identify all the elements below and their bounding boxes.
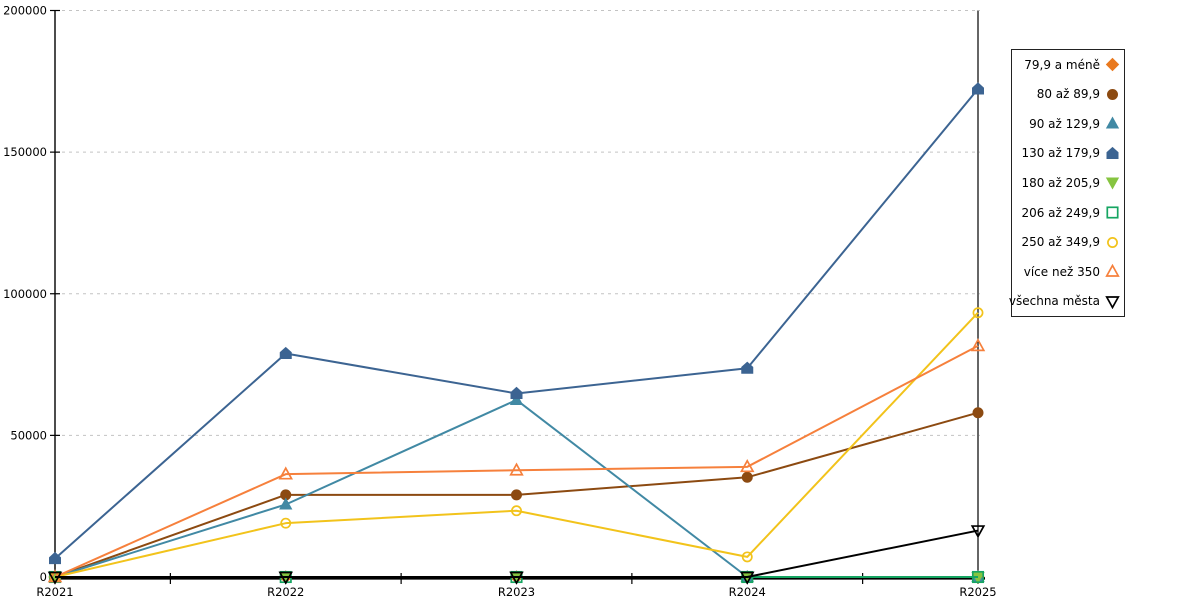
square-legend-icon [1106,206,1119,219]
y-tick-label: 100000 [3,287,47,301]
legend-label: 80 až 89,9 [1036,87,1100,102]
marker-pentagon [510,386,523,399]
legend-label: 180 až 205,9 [1021,175,1100,190]
y-tick-label: 0 [40,570,47,584]
legend-item-7: více než 350 [1012,257,1120,286]
series-line [54,398,978,578]
legend-item-3: 130 až 179,9 [1012,139,1120,168]
marker-pentagon [972,82,984,95]
marker-triangle-up [970,338,986,352]
x-tick-label: R2022 [267,585,304,599]
marker-circle [741,471,753,483]
marker-triangle-up [279,497,293,510]
marker-circle [280,517,292,529]
y-tick-label: 200000 [3,4,47,18]
legend-label: 250 až 349,9 [1021,235,1100,250]
marker-triangle-down [740,571,755,585]
y-tick-label: 50000 [10,428,47,442]
x-tick-label: R2023 [498,585,535,599]
marker-circle [511,505,522,517]
series-line [55,529,979,578]
circle-legend-icon [1107,236,1118,248]
marker-pentagon [741,361,754,374]
legend-item-5: 206 až 249,9 [1012,198,1120,227]
marker-triangle-down [509,571,524,585]
legend-item-8: všechna města [1008,287,1120,316]
marker-circle [972,407,984,419]
legend-item-6: 250 až 349,9 [1012,228,1120,257]
legend-label: 79,9 a méně [1024,57,1100,72]
diamond-legend-icon [1105,58,1120,72]
marker-circle [741,551,753,563]
circle-legend-icon [1107,88,1118,100]
legend-label: všechna města [1008,294,1100,309]
triangle-down-legend-icon [1105,177,1120,190]
x-tick-label: R2021 [36,585,73,599]
marker-triangle-down [278,571,293,585]
marker-pentagon [49,551,61,565]
legend-label: 206 až 249,9 [1021,205,1100,220]
marker-triangle-up [278,466,293,480]
marker-triangle-up [740,459,755,473]
marker-triangle-down [970,525,986,539]
marker-circle [972,307,984,319]
legend-label: 130 až 179,9 [1021,146,1100,161]
series-line [54,88,979,560]
series-250 až 349,9 [49,307,984,583]
series-130 až 179,9 [49,82,984,565]
y-tick-label: 150000 [3,145,47,159]
legend-label: více než 350 [1023,264,1100,279]
series-80 až 89,9 [49,407,984,583]
triangle-up-legend-icon [1105,264,1120,277]
series-90 až 129,9 [48,392,985,582]
triangle-up-legend-icon [1105,116,1120,129]
marker-pentagon [279,346,292,360]
x-tick-label: R2025 [959,585,996,599]
marker-triangle-up [509,462,524,476]
legend-item-4: 180 až 205,9 [1012,168,1120,197]
marker-triangle-down [47,571,63,585]
series-line [54,344,979,578]
marker-square [971,570,985,584]
marker-triangle-up [509,392,524,405]
legend-item-0: 79,9 a méně [1012,50,1120,79]
legend-item-2: 90 až 129,9 [1012,109,1120,138]
series-line [54,312,979,578]
x-tick-label: R2024 [729,585,766,599]
chart-legend: 79,9 a méně 80 až 89,9 90 až 129,9 130 až 1… [1008,49,1125,317]
legend-item-1: 80 až 89,9 [1012,80,1120,109]
series-všechna města [47,525,986,585]
pentagon-legend-icon [1106,146,1119,159]
legend-label: 90 až 129,9 [1029,116,1100,131]
marker-circle [511,489,522,501]
triangle-down-legend-icon [1105,295,1120,309]
